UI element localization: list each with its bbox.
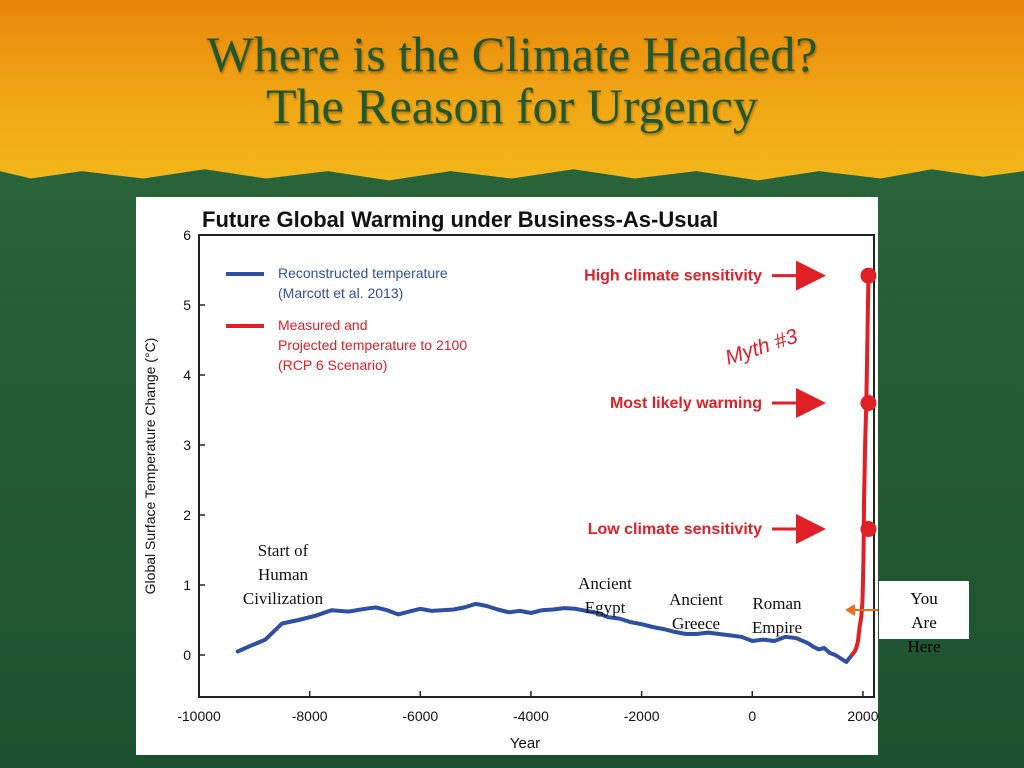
legend-label: Measured and [278,317,368,333]
y-tick-label: 1 [183,577,191,593]
you-are-here-callout: You Are Here [879,581,969,656]
endpoint-label: Most likely warming [610,395,762,412]
legend-label: (RCP 6 Scenario) [278,357,387,373]
x-tick-label: -8000 [292,708,328,724]
y-tick-label: 2 [183,507,191,523]
y-axis-label: Global Surface Temperature Change (°C) [142,338,158,595]
chart-panel: Future Global Warming under Business-As-… [136,197,878,755]
you-are-here-line: Are [911,613,937,632]
y-tick-label: 5 [183,297,191,313]
x-tick-label: -2000 [624,708,660,724]
x-axis-label: Year [510,735,540,752]
projection-endpoint [860,395,877,411]
slide-title-line-1: Where is the Climate Headed? [206,26,818,82]
projection-endpoint [860,521,877,537]
era-label: Ancient [669,590,723,609]
x-tick-label: 2000 [847,708,878,724]
slide-header-band [0,0,1024,181]
you-are-here-line: Here [907,637,941,656]
plot-frame [198,234,875,698]
x-tick-label: -10000 [177,708,221,724]
projection-endpoint [860,267,877,284]
era-label: Roman [752,594,802,613]
y-tick-label: 6 [183,227,191,243]
era-label: Greece [672,614,720,633]
era-label: Egypt [585,598,626,617]
you-are-here-line: You [910,589,938,608]
temperature-chart: Future Global Warming under Business-As-… [142,207,878,752]
x-tick-label: 0 [748,708,756,724]
x-tick-label: -6000 [402,708,438,724]
myth-annotation: Myth #3 [722,325,800,370]
legend-label: Projected temperature to 2100 [278,337,467,353]
endpoint-label: Low climate sensitivity [588,521,762,538]
legend-label: Reconstructed temperature [278,265,448,281]
slide-title: Where is the Climate Headed? The Reason … [0,28,1024,132]
y-tick-label: 3 [183,437,191,453]
era-label: Start of [258,541,309,560]
slide-title-line-2: The Reason for Urgency [266,78,758,134]
era-label: Ancient [578,574,632,593]
era-label: Human [258,565,309,584]
chart-title: Future Global Warming under Business-As-… [202,207,718,232]
legend-label: (Marcott et al. 2013) [278,285,403,301]
x-tick-label: -4000 [513,708,549,724]
y-tick-label: 4 [183,367,191,383]
era-label: Civilization [243,589,324,608]
you-are-here-arrowhead [845,604,855,616]
y-tick-label: 0 [183,647,191,663]
reconstructed-temperature-line [235,601,854,664]
era-label: Empire [752,618,802,637]
endpoint-label: High climate sensitivity [584,268,762,285]
projected-temperature-line [849,273,871,657]
